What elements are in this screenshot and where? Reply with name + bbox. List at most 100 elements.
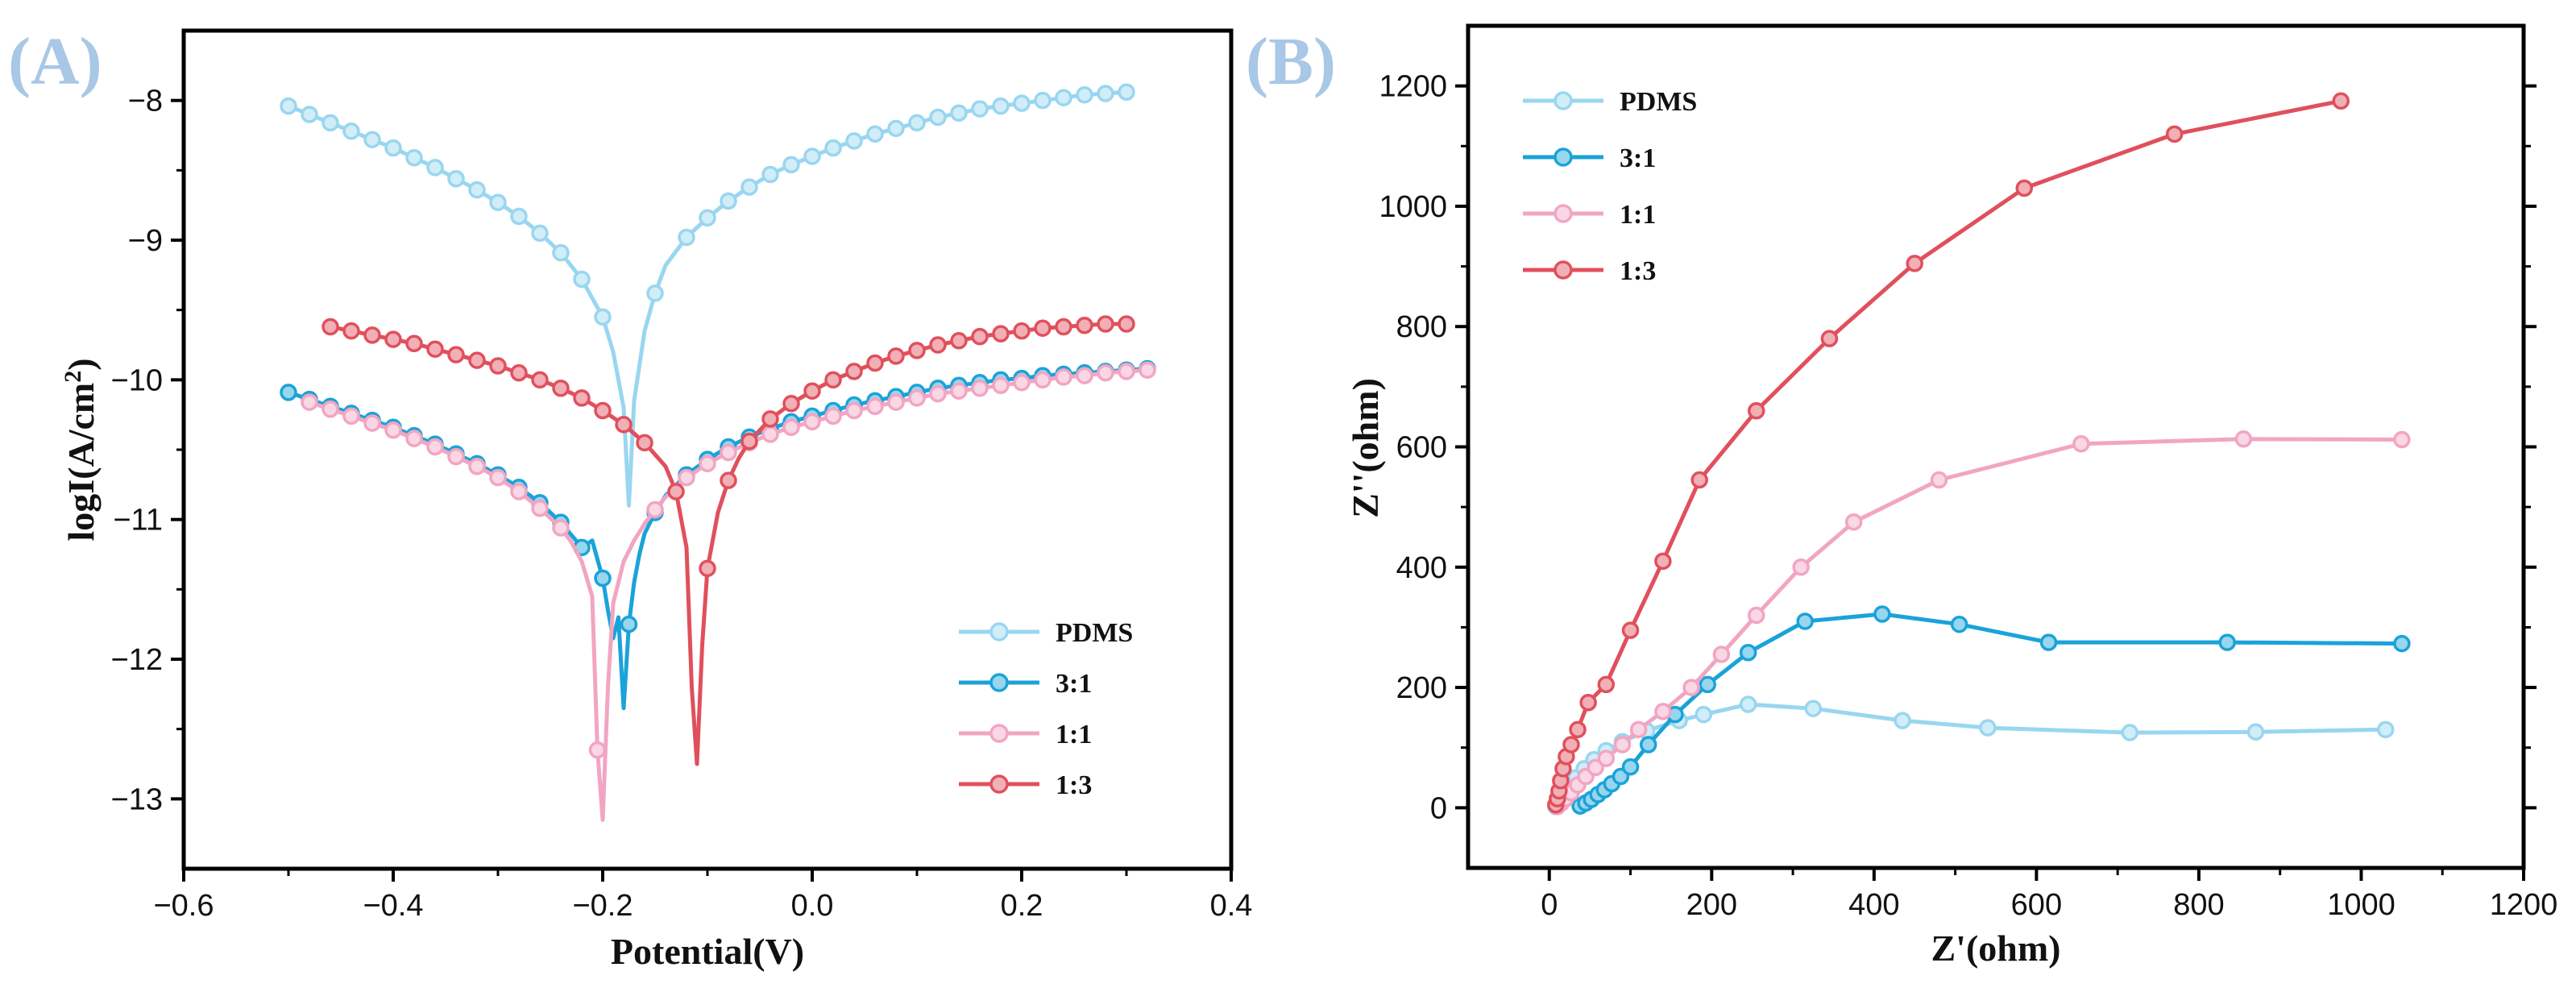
data-point — [1906, 255, 1923, 272]
data-point — [782, 418, 800, 437]
y-tick-label: 400 — [1396, 551, 1447, 585]
data-point — [1930, 471, 1948, 489]
data-point — [489, 193, 507, 211]
y-tick-label: 1200 — [1379, 70, 1447, 104]
legend-label: PDMS — [1056, 618, 1133, 648]
series-group-b — [1547, 92, 2411, 816]
data-point — [761, 410, 779, 428]
data-point — [740, 178, 758, 196]
legend-marker — [1553, 147, 1573, 167]
data-point — [405, 430, 423, 447]
data-point — [1654, 703, 1672, 720]
data-point — [426, 438, 444, 456]
data-point — [2393, 634, 2411, 653]
y-tick-label: −13 — [111, 783, 163, 816]
data-point — [1695, 705, 1712, 724]
series-line-3-1 — [288, 367, 1148, 711]
data-point — [1820, 330, 1839, 347]
data-point — [426, 159, 444, 176]
data-point — [531, 500, 549, 517]
data-point — [280, 97, 297, 115]
legend-label: 1:1 — [1056, 720, 1092, 749]
data-point — [1118, 315, 1135, 333]
data-point — [1613, 736, 1632, 753]
data-point — [1055, 368, 1072, 386]
data-point — [531, 371, 549, 389]
y-tick-label: 0 — [1430, 791, 1447, 825]
y-axis-title-b: Z''(ohm) — [1345, 378, 1386, 518]
data-point — [866, 125, 884, 143]
series-pdms — [280, 83, 1135, 508]
legend-label: 1:1 — [1620, 200, 1656, 230]
data-point — [761, 426, 779, 443]
data-point — [1562, 736, 1580, 753]
x-axis-title-a: Potential(V) — [611, 931, 804, 972]
data-point — [594, 569, 612, 587]
data-point — [887, 347, 905, 365]
data-point — [447, 169, 465, 188]
data-point — [845, 401, 863, 420]
data-point — [1621, 758, 1640, 776]
data-point — [1139, 361, 1156, 379]
data-point — [2121, 724, 2139, 741]
data-point — [1013, 322, 1031, 340]
data-point — [573, 270, 591, 289]
data-point — [887, 393, 905, 411]
data-point — [620, 615, 638, 633]
data-point — [950, 332, 968, 350]
x-tick-label: −0.6 — [153, 889, 214, 923]
data-point — [489, 357, 507, 375]
data-point — [720, 471, 737, 489]
x-tick-label: 0.4 — [1210, 889, 1253, 923]
y-tick-label: −12 — [111, 643, 163, 677]
series-3-1 — [280, 359, 1156, 711]
data-point — [588, 741, 607, 759]
x-tick-label: 0.2 — [1001, 889, 1043, 923]
y-tick-label: −10 — [111, 363, 163, 397]
data-point — [1654, 552, 1672, 571]
data-point — [678, 468, 695, 487]
data-point — [1076, 367, 1093, 384]
data-point — [573, 389, 591, 407]
data-point — [803, 147, 821, 165]
y-tick-label: −9 — [128, 224, 163, 258]
data-point — [531, 224, 549, 243]
data-point — [1792, 558, 1810, 576]
data-point — [2332, 92, 2350, 110]
data-point — [447, 447, 465, 466]
data-point — [1796, 612, 1814, 630]
data-point — [1034, 91, 1052, 110]
data-point — [342, 122, 360, 140]
data-point — [971, 100, 989, 118]
data-point — [468, 351, 486, 369]
legend-item: 3:1 — [1523, 143, 1656, 173]
data-point — [699, 559, 716, 578]
data-point — [363, 131, 381, 148]
data-point — [1739, 644, 1757, 662]
data-point — [594, 401, 612, 420]
data-point — [321, 400, 339, 418]
data-point — [1873, 605, 1891, 623]
x-tick-label: 1200 — [2490, 888, 2558, 922]
data-point — [1034, 371, 1052, 389]
data-point — [447, 346, 465, 363]
data-point — [1055, 89, 1072, 106]
data-point — [667, 483, 685, 500]
data-point — [908, 342, 926, 359]
series-1-3 — [1547, 92, 2350, 814]
data-point — [280, 384, 297, 401]
y-tick-label: 200 — [1396, 671, 1447, 705]
data-point — [1804, 699, 1823, 717]
x-tick-label: 800 — [2173, 888, 2224, 922]
data-point — [646, 500, 664, 519]
y-axis-title-a: logI(A/cm2) — [60, 358, 102, 541]
legend-item: PDMS — [1523, 87, 1697, 117]
legend-item: 1:1 — [959, 720, 1092, 749]
legend-item: PDMS — [959, 618, 1133, 648]
data-point — [803, 413, 821, 431]
y-tick-label: 1000 — [1379, 190, 1447, 224]
legend-label: 3:1 — [1056, 669, 1092, 699]
data-point — [2015, 179, 2034, 197]
data-point — [740, 432, 758, 450]
panel-a-label: (A) — [8, 24, 102, 99]
